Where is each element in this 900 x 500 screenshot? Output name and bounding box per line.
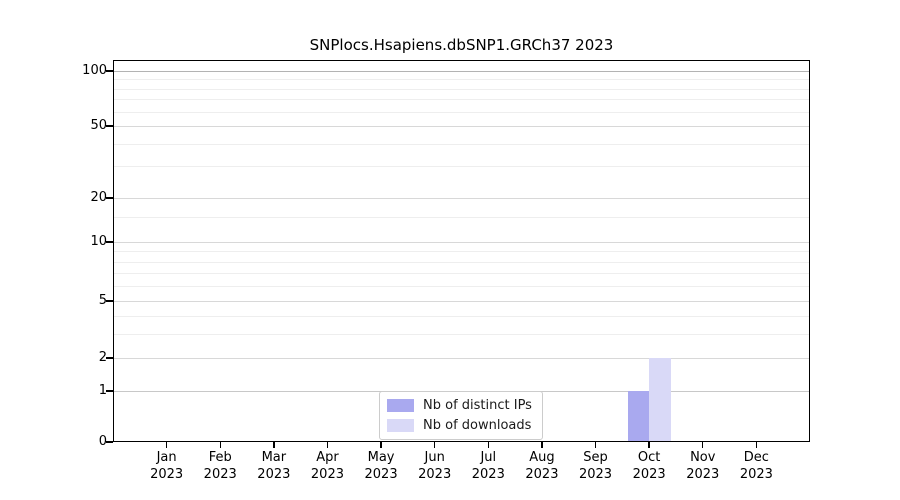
x-tick-mark-mar bbox=[273, 442, 275, 448]
x-tick-mark-feb bbox=[219, 442, 221, 448]
x-label-month: Sep bbox=[583, 450, 608, 465]
bar-nb-of-distinct-ips-oct bbox=[627, 391, 650, 442]
x-label-month: Jun bbox=[424, 450, 445, 465]
y-tick-label-5: 5 bbox=[98, 293, 107, 308]
gridline-minor-90 bbox=[113, 79, 810, 81]
x-tick-mark-aug bbox=[541, 442, 543, 448]
gridline-major-2 bbox=[113, 358, 810, 359]
x-tick-label-may: May 2023 bbox=[349, 449, 413, 483]
gridline-major-20 bbox=[113, 198, 810, 199]
y-tick-mark-0 bbox=[106, 441, 113, 443]
y-tick-mark-50 bbox=[106, 125, 113, 127]
y-tick-label-100: 100 bbox=[82, 63, 107, 78]
x-tick-mark-sep bbox=[594, 442, 597, 448]
gridline-minor-70 bbox=[113, 99, 810, 101]
x-tick-mark-nov bbox=[702, 442, 704, 448]
y-tick-mark-100 bbox=[106, 70, 113, 72]
x-tick-label-nov: Nov 2023 bbox=[671, 449, 735, 483]
gridline-major-10 bbox=[113, 242, 810, 243]
x-label-year: 2023 bbox=[418, 467, 452, 482]
x-tick-label-dec: Dec 2023 bbox=[724, 449, 788, 483]
x-label-month: Nov bbox=[690, 450, 716, 465]
x-label-month: Dec bbox=[743, 450, 769, 465]
x-label-month: Oct bbox=[637, 450, 661, 465]
x-tick-mark-apr bbox=[326, 442, 329, 448]
legend-item-distinct-ips: Nb of distinct IPs bbox=[387, 398, 532, 413]
gridline-minor-3 bbox=[113, 334, 810, 336]
x-label-year: 2023 bbox=[364, 467, 398, 482]
legend: Nb of distinct IPs Nb of downloads bbox=[379, 391, 543, 440]
x-tick-mark-may bbox=[380, 442, 382, 448]
gridline-minor-40 bbox=[113, 143, 810, 145]
x-label-year: 2023 bbox=[150, 467, 184, 482]
y-tick-label-2: 2 bbox=[98, 350, 107, 365]
x-label-month: Feb bbox=[208, 450, 232, 465]
x-tick-label-jun: Jun 2023 bbox=[403, 449, 467, 483]
legend-label-downloads: Nb of downloads bbox=[423, 418, 532, 433]
y-tick-mark-2 bbox=[106, 357, 113, 359]
gridline-minor-9 bbox=[113, 251, 810, 253]
x-tick-label-feb: Feb 2023 bbox=[188, 449, 252, 483]
y-tick-label-1: 1 bbox=[98, 383, 107, 398]
legend-label-distinct-ips: Nb of distinct IPs bbox=[423, 398, 532, 413]
x-label-year: 2023 bbox=[203, 467, 237, 482]
chart-title: SNPlocs.Hsapiens.dbSNP1.GRCh37 2023 bbox=[309, 36, 614, 54]
x-tick-label-sep: Sep 2023 bbox=[564, 449, 628, 483]
x-label-year: 2023 bbox=[686, 467, 720, 482]
x-label-month: Mar bbox=[261, 450, 287, 465]
gridline-minor-30 bbox=[113, 166, 810, 168]
x-label-year: 2023 bbox=[310, 467, 344, 482]
x-tick-label-aug: Aug 2023 bbox=[510, 449, 574, 483]
gridline-minor-6 bbox=[113, 285, 810, 287]
x-label-year: 2023 bbox=[578, 467, 613, 482]
x-label-year: 2023 bbox=[257, 467, 291, 482]
x-tick-label-mar: Mar 2023 bbox=[242, 449, 306, 483]
x-label-month: Aug bbox=[529, 450, 555, 465]
gridline-minor-60 bbox=[113, 111, 810, 113]
x-tick-label-oct: Oct 2023 bbox=[617, 449, 681, 483]
gridline-major-50 bbox=[113, 126, 810, 127]
gridline-minor-80 bbox=[113, 88, 810, 90]
gridline-minor-7 bbox=[113, 272, 810, 274]
x-tick-mark-jun bbox=[433, 442, 436, 448]
x-tick-mark-oct bbox=[648, 442, 650, 448]
x-tick-label-apr: Apr 2023 bbox=[295, 449, 359, 483]
bar-nb-of-downloads-oct bbox=[649, 358, 671, 442]
x-label-year: 2023 bbox=[525, 467, 559, 482]
x-label-year: 2023 bbox=[739, 467, 773, 482]
plot-area bbox=[113, 60, 810, 442]
x-label-month: Jul bbox=[480, 450, 497, 465]
legend-item-downloads: Nb of downloads bbox=[387, 418, 532, 433]
y-tick-label-10: 10 bbox=[90, 234, 107, 249]
legend-swatch-downloads bbox=[387, 419, 414, 432]
y-tick-mark-1 bbox=[106, 390, 113, 392]
x-tick-label-jul: Jul 2023 bbox=[456, 449, 520, 483]
y-tick-mark-5 bbox=[106, 300, 113, 302]
x-tick-mark-jul bbox=[487, 442, 489, 448]
y-tick-label-20: 20 bbox=[90, 190, 107, 205]
gridline-minor-15 bbox=[113, 216, 810, 218]
gridline-major-5 bbox=[113, 301, 810, 302]
gridline-major-100 bbox=[113, 71, 810, 72]
gridline-minor-8 bbox=[113, 261, 810, 263]
x-label-year: 2023 bbox=[632, 467, 666, 482]
y-tick-label-50: 50 bbox=[90, 118, 107, 133]
x-tick-mark-dec bbox=[755, 442, 758, 448]
x-tick-label-jan: Jan 2023 bbox=[135, 449, 199, 483]
y-tick-mark-20 bbox=[106, 197, 113, 199]
x-label-month: Jan bbox=[156, 450, 177, 465]
legend-swatch-distinct-ips bbox=[387, 399, 414, 412]
y-tick-mark-10 bbox=[106, 241, 113, 243]
x-label-month: May bbox=[367, 450, 395, 465]
y-tick-label-0: 0 bbox=[98, 434, 107, 449]
x-label-year: 2023 bbox=[471, 467, 505, 482]
x-tick-mark-jan bbox=[165, 442, 168, 448]
gridline-minor-4 bbox=[113, 315, 810, 317]
x-label-month: Apr bbox=[316, 450, 339, 465]
